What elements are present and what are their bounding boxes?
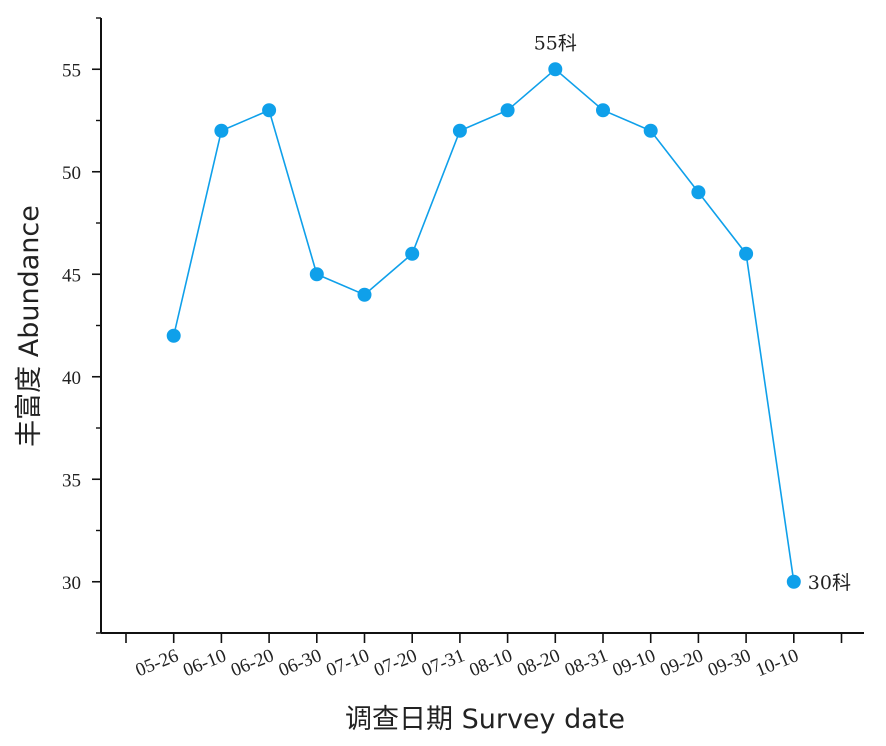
data-point [262,103,277,118]
y-tick-label: 40 [62,368,81,389]
x-tick-label: 08-20 [514,645,563,681]
x-tick-label: 06-30 [276,645,325,681]
data-point [739,246,754,261]
data-label: 55科 [534,32,577,54]
data-point [357,287,372,302]
data-point [309,267,324,282]
x-tick-label: 05-26 [133,645,182,681]
data-point [786,574,801,589]
x-tick-label: 08-10 [467,645,516,681]
x-tick-label: 07-10 [323,645,372,681]
data-point [214,123,229,138]
data-point [596,103,610,118]
y-tick-label: 30 [62,573,81,594]
x-axis-title: 调查日期 Survey date [345,704,625,735]
data-point [643,123,658,138]
data-point [166,328,181,343]
x-tick-label: 08-31 [562,645,611,681]
x-tick-label: 07-20 [371,645,420,681]
x-tick-label: 10-10 [753,645,802,681]
data-point [691,185,706,200]
x-tick-label: 09-30 [705,645,754,681]
series-line [172,68,795,582]
x-tick-label: 07-31 [419,645,468,681]
data-point [405,246,420,261]
x-tick-label: 06-20 [228,645,277,681]
y-tick-label: 50 [62,163,81,184]
data-label: 30科 [808,572,851,594]
y-tick-label: 45 [62,265,81,286]
data-point [500,103,515,118]
data-point [548,62,563,77]
y-tick-label: 35 [62,470,81,491]
annotation-layer: 55科 30科 [534,32,851,594]
series-layer [166,62,801,589]
y-tick-label: 55 [62,60,81,81]
x-tick-label: 09-20 [657,645,706,681]
y-axis-title: 丰富度 Abundance [14,205,45,447]
axes: 30354045505505-2606-1006-2006-3007-1007-… [62,17,864,681]
x-tick-label: 06-10 [180,645,229,681]
x-tick-label: 09-10 [610,645,659,681]
data-point [452,123,467,138]
